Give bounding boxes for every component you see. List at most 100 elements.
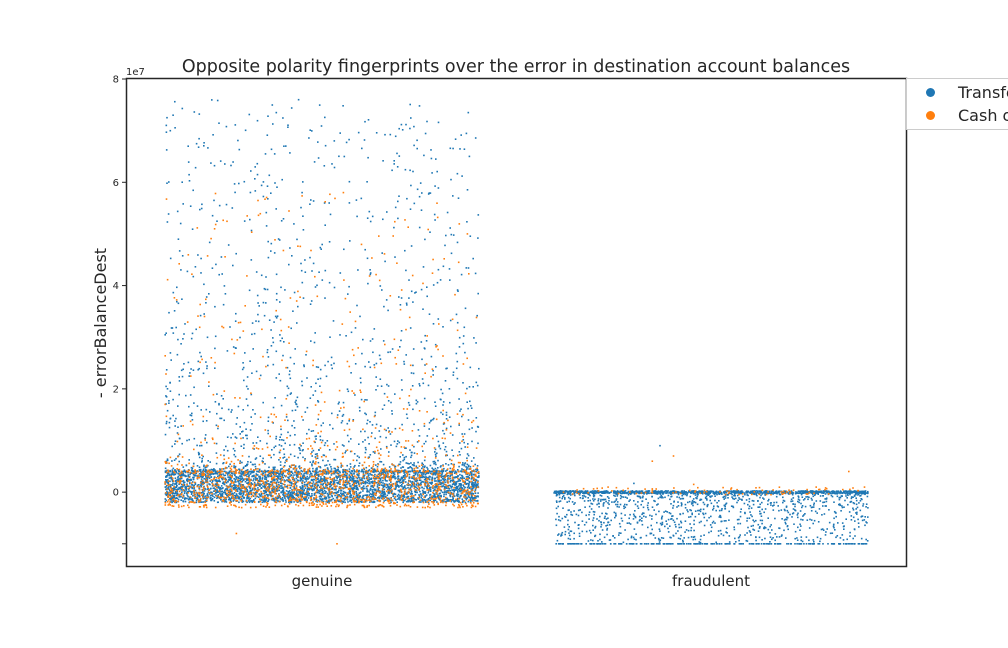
transfer-point <box>344 483 346 486</box>
transfer-point <box>468 480 470 483</box>
transfer-point <box>367 156 369 159</box>
transfer-point <box>303 483 306 486</box>
cash-out-point <box>385 469 388 471</box>
transfer-point <box>374 437 376 440</box>
transfer-point <box>234 436 237 438</box>
transfer-point <box>366 479 369 482</box>
transfer-point <box>243 180 246 183</box>
cash-out-point <box>378 279 381 282</box>
transfer-point <box>421 489 424 492</box>
transfer-point <box>315 499 318 501</box>
transfer-point <box>272 337 274 339</box>
cash-out-point <box>384 470 387 472</box>
transfer-point <box>451 489 453 491</box>
transfer-point <box>419 469 421 472</box>
transfer-point <box>442 464 444 466</box>
transfer-point <box>444 501 446 503</box>
transfer-point <box>366 399 368 401</box>
transfer-point <box>211 480 214 483</box>
transfer-point <box>246 469 249 471</box>
transfer-point <box>262 499 265 501</box>
transfer-point <box>439 279 442 281</box>
transfer-point <box>206 367 208 370</box>
transfer-point <box>364 501 367 503</box>
transfer-point <box>317 473 319 476</box>
cash-out-point <box>378 441 381 443</box>
transfer-point <box>389 133 392 136</box>
transfer-point <box>225 203 228 206</box>
transfer-point <box>239 336 241 339</box>
transfer-point <box>208 385 210 387</box>
transfer-point <box>216 490 219 492</box>
transfer-point <box>412 348 415 350</box>
transfer-point <box>199 314 202 317</box>
transfer-point <box>202 372 205 375</box>
transfer-point <box>187 145 189 147</box>
transfer-point <box>412 408 414 411</box>
transfer-point <box>190 493 193 495</box>
transfer-point <box>272 491 275 494</box>
transfer-point <box>352 489 354 491</box>
transfer-point <box>449 495 452 498</box>
transfer-point <box>396 501 398 503</box>
transfer-point <box>290 493 292 495</box>
transfer-point <box>216 393 218 395</box>
transfer-point <box>194 474 197 477</box>
transfer-point <box>246 464 248 466</box>
transfer-point <box>448 487 451 490</box>
transfer-point <box>420 341 423 343</box>
transfer-point <box>171 480 174 483</box>
transfer-point <box>424 478 427 481</box>
transfer-point <box>349 500 351 502</box>
transfer-point <box>462 382 464 384</box>
transfer-point <box>398 296 400 298</box>
transfer-point <box>402 476 405 478</box>
transfer-point <box>308 492 310 495</box>
transfer-point <box>338 487 341 490</box>
transfer-point <box>258 496 260 498</box>
transfer-point <box>382 482 384 484</box>
transfer-point <box>253 492 256 495</box>
transfer-point <box>204 437 206 440</box>
transfer-point <box>193 488 195 490</box>
transfer-point <box>289 475 291 478</box>
transfer-point <box>321 439 324 442</box>
transfer-point <box>463 326 466 329</box>
transfer-point <box>416 401 419 403</box>
transfer-point <box>333 499 336 502</box>
transfer-point <box>382 491 385 493</box>
transfer-point <box>338 494 340 496</box>
transfer-point <box>283 491 285 493</box>
transfer-point <box>412 477 415 480</box>
transfer-point <box>407 487 409 489</box>
transfer-point <box>410 290 413 293</box>
transfer-point <box>191 469 193 471</box>
transfer-point <box>280 404 283 407</box>
transfer-point <box>452 479 455 481</box>
transfer-point <box>452 494 455 496</box>
transfer-point <box>370 485 372 487</box>
transfer-point <box>373 468 376 470</box>
transfer-point <box>395 481 398 484</box>
transfer-point <box>311 464 313 467</box>
transfer-point <box>429 493 432 496</box>
transfer-point <box>344 481 347 484</box>
transfer-point <box>242 500 245 503</box>
transfer-point <box>403 480 405 482</box>
transfer-point <box>344 495 347 498</box>
transfer-point <box>281 474 284 476</box>
transfer-point <box>189 473 191 476</box>
transfer-point <box>266 442 268 445</box>
transfer-point <box>385 299 388 301</box>
transfer-point <box>369 272 372 274</box>
transfer-point <box>461 498 464 500</box>
transfer-point <box>419 493 422 495</box>
transfer-point <box>371 484 373 487</box>
transfer-point <box>380 494 382 497</box>
transfer-point <box>406 197 408 200</box>
transfer-point <box>213 199 215 202</box>
transfer-point <box>200 472 202 474</box>
transfer-point <box>458 478 461 481</box>
transfer-point <box>420 501 422 503</box>
transfer-point <box>216 489 218 491</box>
